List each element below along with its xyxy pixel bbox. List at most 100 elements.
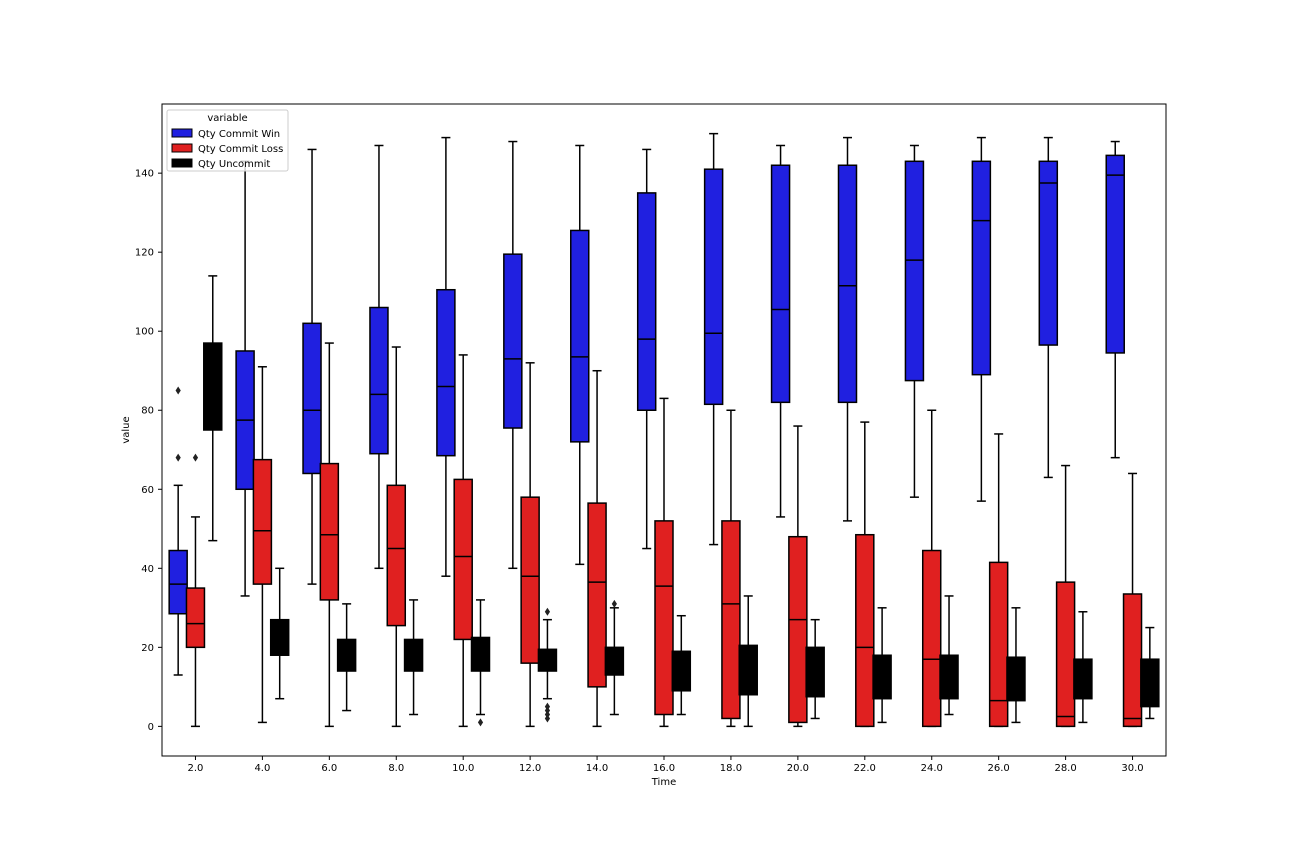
iqr-box [252,458,273,585]
x-tick-label: 30.0 [1121,763,1143,774]
box-qty-commit-loss-10.0 [453,354,473,728]
legend-entry-label: Qty Commit Loss [198,144,283,155]
y-tick-label: 20 [141,643,154,654]
iqr-box [1105,154,1125,354]
outlier-point [544,702,551,711]
iqr-box [587,502,607,688]
iqr-box [453,478,473,641]
box-qty-commit-win-26.0 [971,136,992,502]
legend-title: variable [207,113,247,124]
box-qty-uncommit-20.0 [805,618,825,720]
box-qty-commit-win-2.0 [168,386,188,676]
outlier-point [477,718,484,727]
box-qty-uncommit-10.0 [470,599,491,727]
box-qty-uncommit-16.0 [671,614,692,716]
iqr-box [855,533,875,728]
box-qty-uncommit-14.0 [604,599,625,716]
box-qty-commit-win-12.0 [503,140,523,570]
iqr-box [1140,658,1160,708]
box-qty-commit-loss-20.0 [788,425,808,728]
x-tick-label: 4.0 [254,763,270,774]
box-qty-commit-loss-12.0 [520,362,540,728]
iqr-box [369,306,389,455]
box-qty-commit-loss-16.0 [654,397,674,728]
iqr-box [654,520,674,716]
iqr-box [703,168,724,406]
iqr-box [503,253,523,429]
x-tick-label: 10.0 [452,763,474,774]
iqr-box [1122,593,1143,728]
iqr-box [721,520,741,720]
legend-swatch [171,158,193,168]
box-qty-commit-win-8.0 [369,144,389,570]
iqr-box [436,288,456,457]
box-qty-uncommit-12.0 [537,607,558,723]
box-qty-commit-loss-30.0 [1122,472,1143,728]
box-qty-commit-loss-26.0 [988,433,1009,728]
box-qty-commit-win-28.0 [1038,136,1059,479]
y-tick-label: 0 [148,722,154,733]
x-tick-label: 26.0 [988,763,1010,774]
box-qty-uncommit-24.0 [939,595,959,716]
box-qty-uncommit-22.0 [872,607,892,724]
x-tick-label: 16.0 [653,763,675,774]
box-qty-commit-loss-2.0 [185,453,206,728]
box-qty-commit-win-6.0 [302,148,322,585]
box-qty-commit-loss-4.0 [252,366,273,724]
box-qty-commit-loss-6.0 [319,342,340,728]
iqr-box [470,636,491,672]
box-qty-commit-win-16.0 [636,148,657,550]
iqr-box [921,549,942,728]
iqr-box [939,654,959,700]
x-tick-label: 18.0 [720,763,742,774]
iqr-box [319,462,340,601]
box-qty-uncommit-4.0 [269,567,290,700]
box-qty-commit-loss-28.0 [1055,464,1076,728]
outlier-point [611,599,617,608]
legend-entry-label: Qty Uncommit [198,159,270,170]
box-qty-commit-win-4.0 [235,160,255,597]
box-qty-uncommit-30.0 [1140,626,1160,720]
iqr-box [1038,160,1059,346]
legend-frame [166,109,289,172]
iqr-box [904,160,925,382]
iqr-box [168,549,188,615]
legend-entry-label: Qty Commit Win [198,129,280,140]
iqr-box [604,646,625,676]
iqr-box [386,484,407,627]
box-qty-commit-loss-18.0 [721,409,741,728]
y-tick-label: 120 [135,248,154,259]
y-tick-label: 60 [141,485,154,496]
box-qty-commit-win-30.0 [1105,140,1125,459]
iqr-box [988,561,1009,728]
iqr-box [738,644,758,696]
box-qty-commit-win-22.0 [837,136,858,522]
x-tick-label: 22.0 [854,763,876,774]
iqr-box [302,322,322,475]
y-tick-label: 80 [141,406,154,417]
box-qty-commit-win-10.0 [436,136,456,577]
iqr-box [570,229,590,443]
iqr-box [872,654,892,700]
box-qty-uncommit-8.0 [403,599,424,716]
box-qty-commit-win-20.0 [770,144,791,518]
iqr-box [203,342,223,431]
outlier-point [175,386,181,395]
x-tick-label: 20.0 [787,763,809,774]
box-qty-commit-loss-14.0 [587,369,607,728]
iqr-box [269,618,290,656]
y-tick-label: 140 [135,169,154,180]
box-qty-commit-win-18.0 [703,132,724,546]
outlier-point [544,607,551,616]
box-qty-uncommit-2.0 [203,275,223,542]
outlier-point [192,453,199,462]
box-qty-uncommit-26.0 [1006,607,1026,724]
box-qty-commit-win-24.0 [904,144,925,498]
legend: variable Qty Commit Win Qty Commit Loss Qt… [166,109,289,172]
iqr-box [788,535,808,724]
x-axis-label: Time [651,777,676,788]
x-tick-label: 2.0 [188,763,204,774]
iqr-box [636,192,657,411]
iqr-box [837,164,858,404]
